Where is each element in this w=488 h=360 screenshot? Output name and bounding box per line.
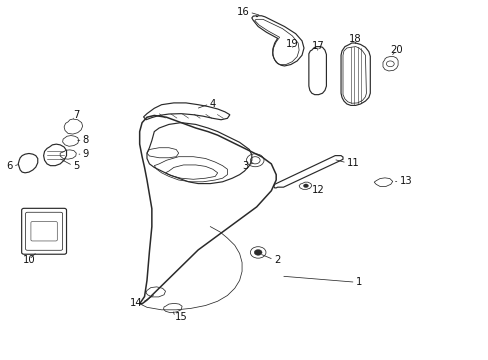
Text: 2: 2 — [273, 255, 280, 265]
Text: 6: 6 — [6, 161, 13, 171]
Text: 19: 19 — [285, 40, 298, 49]
Text: 10: 10 — [22, 255, 35, 265]
Text: 17: 17 — [312, 41, 325, 50]
Text: 5: 5 — [73, 161, 79, 171]
Text: 8: 8 — [82, 135, 89, 145]
Text: 11: 11 — [346, 158, 359, 168]
Text: 15: 15 — [175, 312, 187, 322]
Text: 18: 18 — [348, 35, 361, 44]
Text: 12: 12 — [311, 185, 324, 195]
Text: 9: 9 — [82, 149, 89, 159]
Text: 7: 7 — [73, 111, 79, 121]
Text: 4: 4 — [209, 99, 215, 109]
Text: 20: 20 — [389, 45, 402, 55]
Circle shape — [303, 184, 308, 188]
Text: 16: 16 — [236, 7, 249, 17]
Text: 13: 13 — [399, 176, 411, 186]
Text: 1: 1 — [355, 277, 361, 287]
Circle shape — [254, 249, 262, 255]
Text: 3: 3 — [242, 161, 248, 171]
Text: 14: 14 — [129, 298, 142, 308]
